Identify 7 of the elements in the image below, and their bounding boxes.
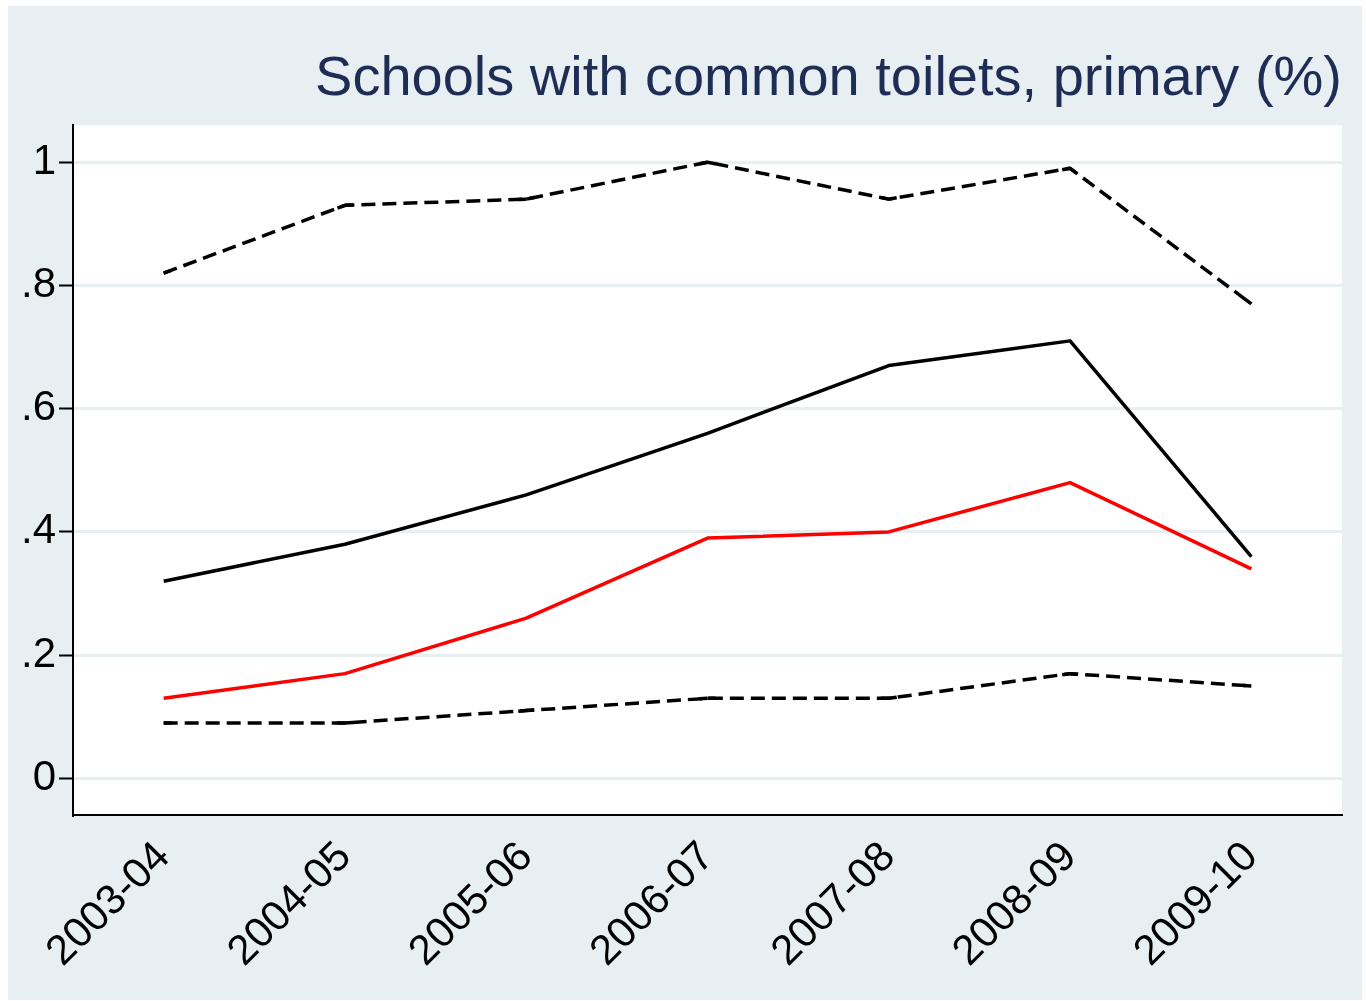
y-tick-label: .8 <box>21 259 57 306</box>
y-tick-label: .6 <box>21 382 57 430</box>
chart-title: Schools with common toilets, primary (%) <box>315 44 1342 108</box>
y-tick-label: 1 <box>32 135 57 183</box>
y-tick-label: .4 <box>21 505 57 553</box>
y-tick-label: 0 <box>32 751 57 799</box>
y-tick-label: .2 <box>21 628 57 676</box>
